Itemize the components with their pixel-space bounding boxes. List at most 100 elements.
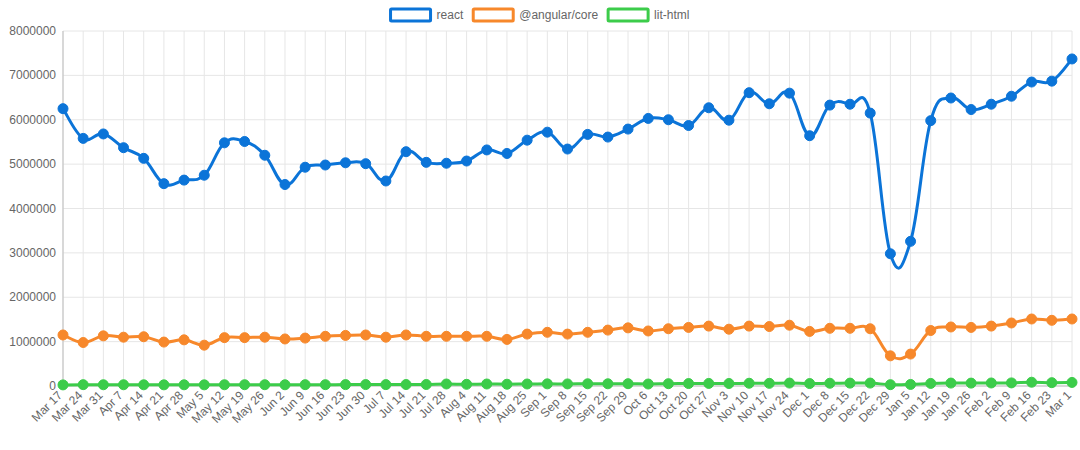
point	[704, 103, 714, 113]
point	[300, 333, 310, 343]
y-tick-label: 2000000	[9, 290, 56, 304]
point	[764, 99, 774, 109]
x-grid-line	[950, 31, 951, 386]
point	[1067, 377, 1077, 387]
point	[724, 379, 734, 389]
y-tick-label: 1000000	[9, 335, 56, 349]
point	[885, 380, 895, 390]
point	[139, 332, 149, 342]
x-grid-line	[284, 31, 285, 386]
point	[421, 157, 431, 167]
x-grid-line	[506, 31, 507, 386]
point	[986, 378, 996, 388]
y-tick-label: 7000000	[9, 68, 56, 82]
point	[825, 323, 835, 333]
legend-label: @angular/core	[519, 8, 598, 22]
point	[502, 334, 512, 344]
point	[179, 175, 189, 185]
point	[906, 236, 916, 246]
point	[825, 378, 835, 388]
point	[462, 156, 472, 166]
legend-swatch	[473, 9, 513, 21]
point	[482, 145, 492, 155]
point	[240, 380, 250, 390]
point	[119, 332, 129, 342]
point	[280, 380, 290, 390]
x-grid-line	[83, 31, 84, 386]
point	[1006, 378, 1016, 388]
point	[1047, 378, 1057, 388]
point	[845, 323, 855, 333]
point	[320, 160, 330, 170]
point	[623, 124, 633, 134]
y-tick-label: 8000000	[9, 24, 56, 38]
point	[784, 378, 794, 388]
x-grid-line	[749, 31, 750, 386]
point	[542, 327, 552, 337]
point	[744, 321, 754, 331]
plot-area	[58, 54, 1077, 390]
x-grid-line	[204, 31, 205, 386]
legend-swatch	[608, 9, 648, 21]
point	[1027, 377, 1037, 387]
point	[58, 104, 68, 114]
chart: 0100000020000003000000400000050000006000…	[0, 0, 1080, 450]
point	[78, 380, 88, 390]
y-tick-label: 3000000	[9, 246, 56, 260]
point	[643, 326, 653, 336]
point	[684, 379, 694, 389]
point	[341, 380, 351, 390]
point	[663, 324, 673, 334]
point	[522, 135, 532, 145]
point	[502, 148, 512, 158]
point	[502, 379, 512, 389]
point	[199, 340, 209, 350]
point	[966, 105, 976, 115]
point	[663, 379, 673, 389]
series-line	[63, 59, 1072, 268]
series-2	[58, 377, 1077, 390]
point	[684, 121, 694, 131]
point	[643, 379, 653, 389]
point	[240, 136, 250, 146]
point	[320, 380, 330, 390]
point	[865, 324, 875, 334]
point	[966, 378, 976, 388]
point	[805, 131, 815, 141]
point	[845, 378, 855, 388]
x-grid-line	[769, 31, 770, 386]
legend-label: react	[437, 8, 464, 22]
legend-item: @angular/core	[473, 8, 598, 22]
point	[199, 380, 209, 390]
point	[341, 158, 351, 168]
point	[179, 380, 189, 390]
point	[260, 150, 270, 160]
point	[361, 159, 371, 169]
point	[199, 170, 209, 180]
point	[300, 380, 310, 390]
point	[684, 322, 694, 332]
point	[179, 335, 189, 345]
point	[583, 129, 593, 139]
point	[441, 331, 451, 341]
point	[280, 334, 290, 344]
point	[300, 162, 310, 172]
y-tick-label: 5000000	[9, 157, 56, 171]
point	[361, 380, 371, 390]
point	[583, 327, 593, 337]
point	[845, 99, 855, 109]
point	[946, 322, 956, 332]
point	[139, 380, 149, 390]
point	[1027, 314, 1037, 324]
point	[159, 179, 169, 189]
x-grid-line	[708, 31, 709, 386]
point	[623, 323, 633, 333]
x-grid-line	[1072, 31, 1073, 386]
point	[98, 380, 108, 390]
point	[603, 379, 613, 389]
point	[865, 378, 875, 388]
point	[1027, 77, 1037, 87]
x-tick-label: Mar 1	[1043, 388, 1075, 420]
point	[78, 133, 88, 143]
point	[159, 337, 169, 347]
